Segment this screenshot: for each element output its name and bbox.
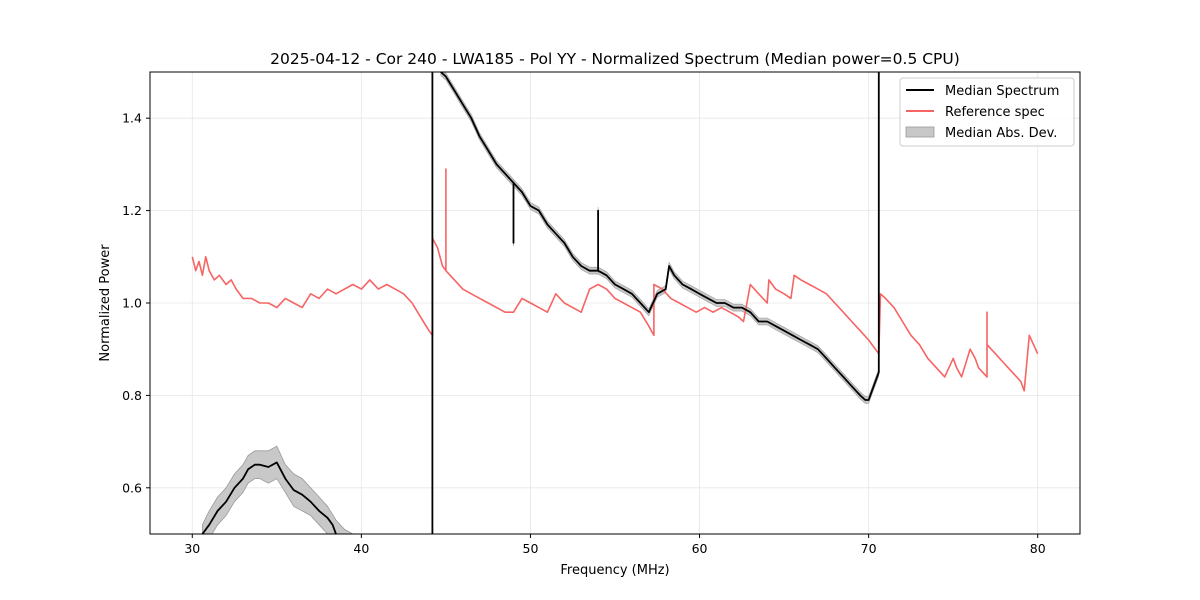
x-tick-label: 50	[523, 541, 539, 556]
legend-frame	[899, 77, 1075, 147]
legend-median-label: Median Spectrum	[945, 84, 1059, 99]
x-tick-label: 40	[353, 541, 369, 556]
y-tick-label: 0.6	[122, 480, 142, 495]
x-tick-label: 30	[184, 541, 200, 556]
series-layer	[191, 72, 1039, 534]
legend-reference-label: Reference spec	[945, 105, 1045, 120]
x-tick-label: 60	[692, 541, 708, 556]
chart-title: 2025-04-12 - Cor 240 - LWA185 - Pol YY -…	[270, 50, 960, 68]
x-tick-label: 80	[1030, 541, 1046, 556]
median-spectrum-line	[201, 461, 337, 534]
y-tick-label: 0.8	[122, 388, 142, 403]
x-axis-label: Frequency (MHz)	[560, 563, 669, 578]
axis-ticks: 30 40 50 60 70 80 0.6 0.8 1.0 1.2 1.4	[122, 111, 1046, 556]
y-tick-label: 1.4	[122, 111, 142, 126]
median-spectrum-line	[431, 72, 434, 534]
legend: Median Spectrum Reference spec Median Ab…	[899, 77, 1075, 147]
mad-band	[202, 445, 354, 534]
y-tick-label: 1.0	[122, 296, 142, 311]
mad-band-narrow	[440, 72, 880, 404]
x-tick-label: 70	[861, 541, 877, 556]
legend-mad-label: Median Abs. Dev.	[945, 126, 1057, 141]
y-tick-label: 1.2	[122, 203, 142, 218]
y-axis-label: Normalized Power	[98, 244, 113, 362]
legend-mad-swatch	[905, 126, 935, 138]
reference-spectrum-line	[191, 168, 1039, 392]
median-spectrum-line	[440, 72, 880, 401]
